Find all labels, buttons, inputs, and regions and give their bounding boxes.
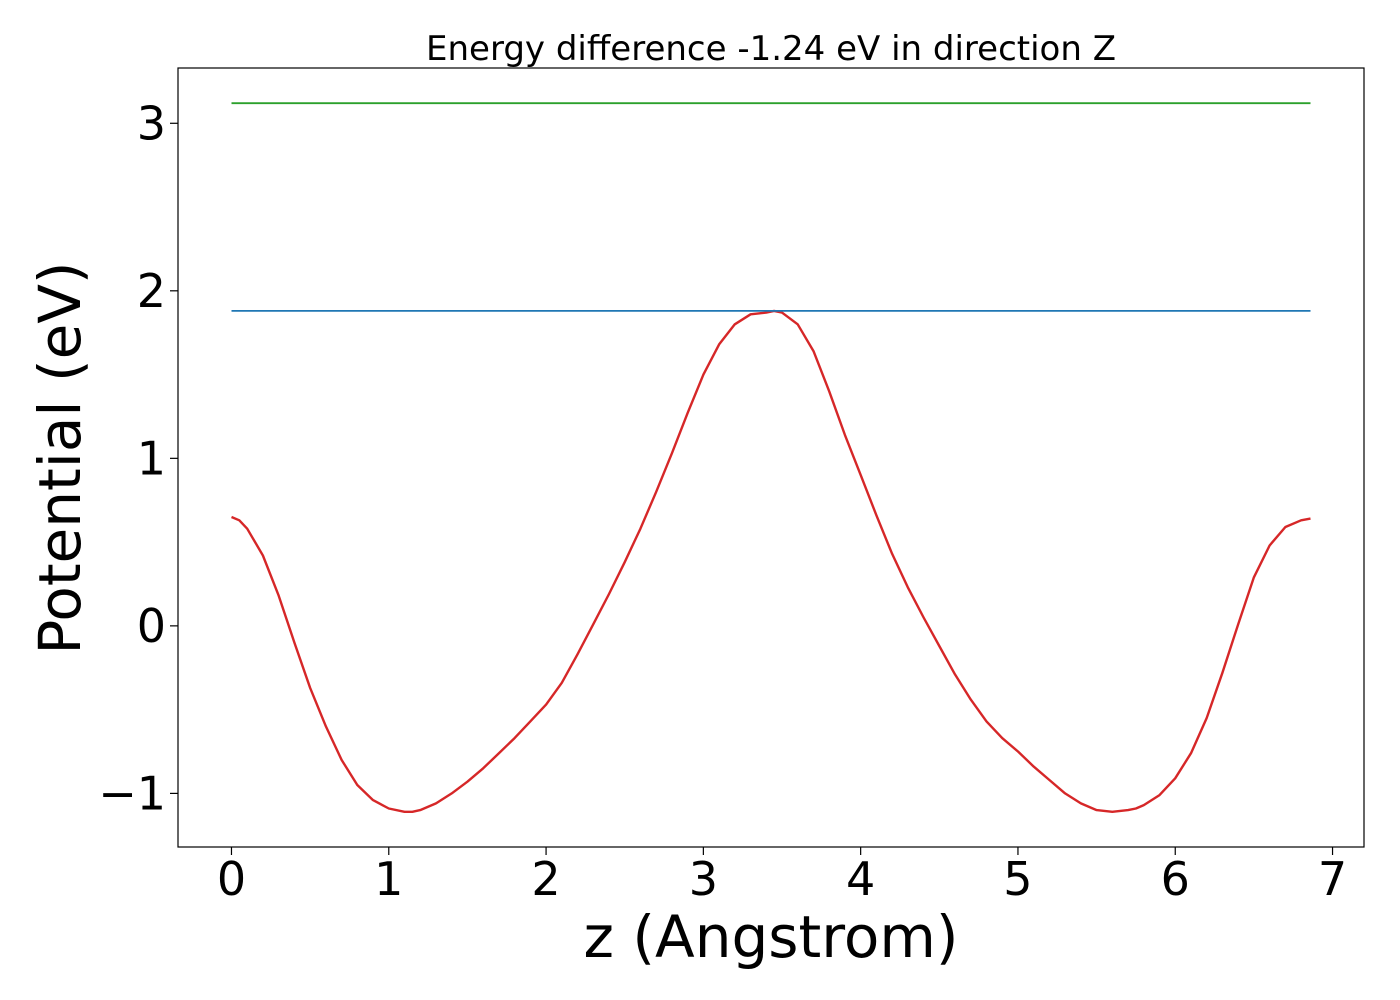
x-tick-label: 5 [1003, 852, 1032, 906]
x-tick-label: 0 [217, 852, 246, 906]
x-axis: 0 1 2 3 4 5 6 7 [217, 847, 1347, 906]
y-tick-label: 2 [137, 264, 166, 318]
x-tick-label: 4 [846, 852, 875, 906]
chart-title: Energy difference -1.24 eV in direction … [426, 29, 1116, 69]
x-tick-label: 6 [1161, 852, 1190, 906]
x-axis-label: z (Angstrom) [584, 903, 959, 971]
y-tick-label: 0 [137, 599, 166, 653]
plot-area [231, 102, 1311, 813]
y-tick-label: −1 [98, 766, 166, 820]
y-axis-label: Potential (eV) [26, 261, 94, 654]
series-line-0 [231, 309, 1311, 813]
plot-frame [177, 67, 1365, 848]
y-tick-label: 3 [137, 96, 166, 150]
y-tick-label: 1 [137, 431, 166, 485]
x-tick-label: 7 [1318, 852, 1347, 906]
x-tick-label: 1 [374, 852, 403, 906]
x-tick-label: 2 [531, 852, 560, 906]
y-axis: −1 0 1 2 3 [98, 96, 178, 820]
x-tick-label: 3 [689, 852, 718, 906]
